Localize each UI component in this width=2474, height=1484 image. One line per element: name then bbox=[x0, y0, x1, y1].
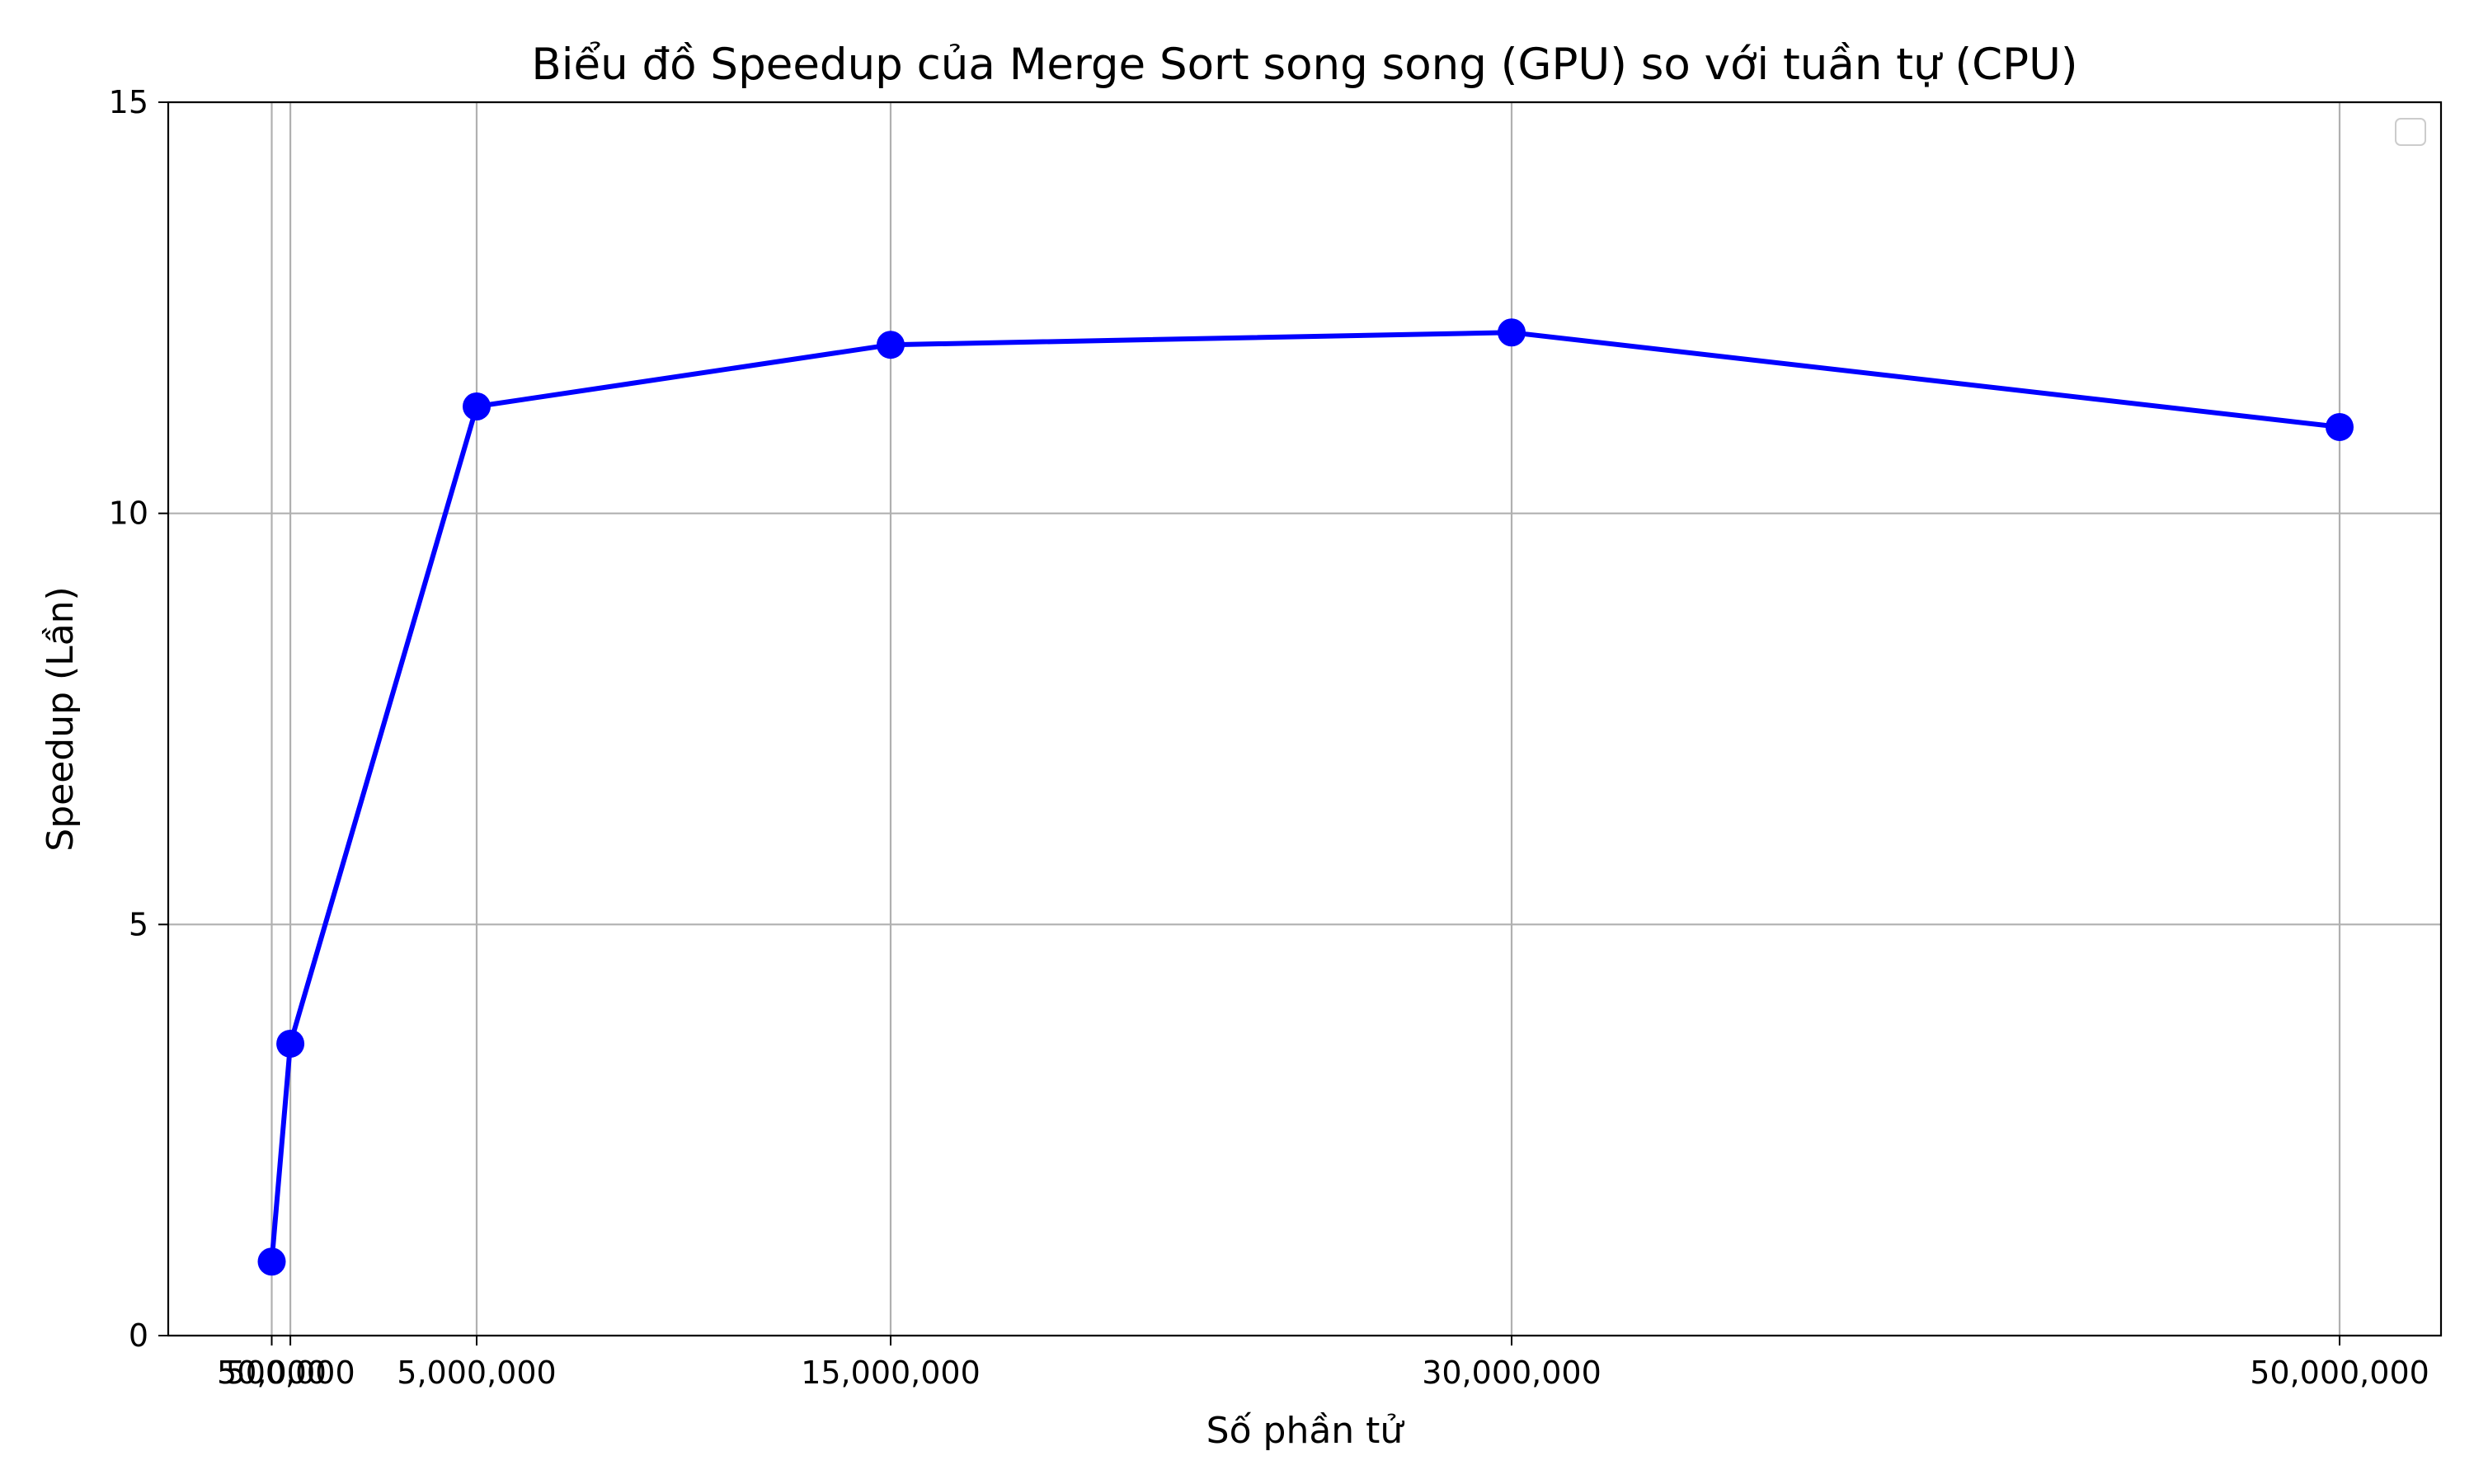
x-axis-label: Số phần tử bbox=[1206, 1410, 1405, 1452]
x-tick-label: 50,000,000 bbox=[2250, 1355, 2429, 1391]
series-markers bbox=[257, 318, 2354, 1276]
x-tick-label: 5,000,000 bbox=[397, 1355, 556, 1391]
y-tick-label: 5 bbox=[129, 906, 148, 942]
x-tick-label: 15,000,000 bbox=[801, 1355, 981, 1391]
x-tick-label: 500,000 bbox=[226, 1355, 355, 1391]
y-tick-label: 15 bbox=[109, 84, 148, 120]
x-tick-label: 50,000 bbox=[217, 1355, 327, 1391]
data-point bbox=[2326, 412, 2354, 441]
x-tick-label: 30,000,000 bbox=[1422, 1355, 1602, 1391]
data-point bbox=[876, 331, 905, 359]
data-point bbox=[257, 1247, 286, 1276]
series-layer bbox=[257, 318, 2354, 1276]
y-tick-label: 0 bbox=[129, 1317, 148, 1354]
data-point bbox=[276, 1029, 305, 1058]
y-tick-label: 10 bbox=[109, 495, 148, 532]
chart-title: Biểu đồ Speedup của Merge Sort song song… bbox=[531, 40, 2077, 90]
y-axis-label: Speedup (Lần) bbox=[40, 586, 82, 851]
legend-box bbox=[2395, 118, 2426, 146]
data-point bbox=[1498, 318, 1526, 347]
speedup-series-line bbox=[269, 330, 2342, 1265]
data-point bbox=[462, 392, 491, 421]
plot-frame bbox=[167, 101, 2443, 1337]
